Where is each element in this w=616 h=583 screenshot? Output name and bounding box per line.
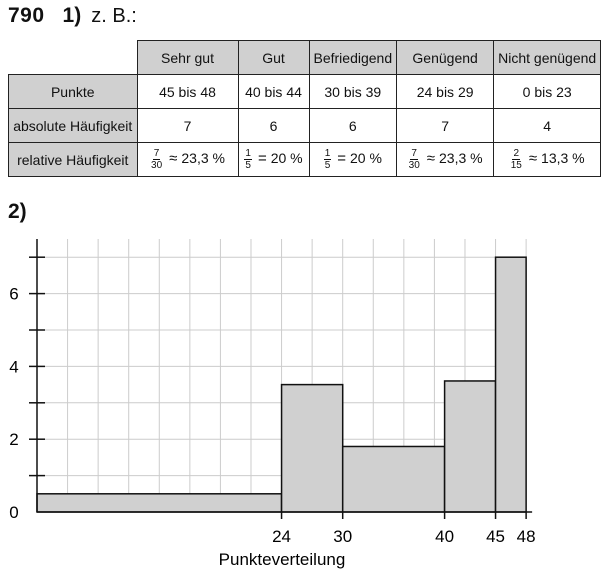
row-label-points: Punkte [8,74,138,109]
axes [29,239,533,519]
table-row-points: Punkte 45 bis 48 40 bis 44 30 bis 39 24 … [8,74,602,109]
x-tick-label: 40 [435,527,454,546]
y-tick-label: 2 [9,430,18,449]
table-cell: 7 [396,108,495,143]
x-tick-labels: 24 30 40 45 48 [272,527,535,546]
fraction: 7 30 [151,148,163,171]
table-cell: 7 30 ≈23,3 % [136,142,239,177]
y-tick-labels: 0 2 4 6 [9,285,18,522]
part-2-label: 2) [8,200,27,223]
table-cell: 6 [237,108,310,143]
part-1-label: 1) [62,4,82,27]
histogram-bar [280,383,344,513]
table-cell: 7 [136,108,239,143]
x-tick-label: 24 [272,527,291,546]
exercise-heading: 790 1) z. B.: [8,4,137,34]
y-tick-label: 0 [9,503,18,522]
exercise-number: 790 [8,4,45,27]
header-gut: Gut [237,40,310,75]
table-cell: 45 bis 48 [136,74,239,109]
table-cell: 24 bis 29 [396,74,495,109]
table-cell: 30 bis 39 [308,74,398,109]
row-label-absolute: absolute Häufigkeit [8,108,138,143]
x-tick-label: 30 [333,527,352,546]
row-label-relative: relative Häufigkeit [8,142,138,177]
header-nicht-genuegend: Nicht genügend [493,40,602,75]
histogram-bar [494,256,527,513]
table-row-relative: relative Häufigkeit 7 30 ≈23,3 % 1 5 = 20 % 1… [8,142,602,177]
table-cell: 40 bis 44 [237,74,310,109]
table-cell: 2 15 ≈13,3 % [493,142,602,177]
table-cell: 1 5 = 20 % [308,142,398,177]
table-row-absolute: absolute Häufigkeit 7 6 6 7 4 [8,108,602,143]
x-axis-label: Punkteverteilung [219,550,346,569]
x-tick-label: 48 [517,527,536,546]
histogram-bar [341,445,446,513]
table-cell: 1 5 = 20 % [237,142,310,177]
y-tick-label: 4 [9,357,18,376]
histogram-bars [36,256,527,513]
header-genuegend: Genügend [396,40,495,75]
intro-text: z. B.: [91,5,137,27]
frequency-table: Sehr gut Gut Befriedigend Genügend Nicht… [8,40,602,177]
y-tick-label: 6 [9,285,18,304]
x-tick-label: 45 [486,527,505,546]
fraction: 7 30 [408,148,420,171]
histogram-bar [36,493,283,513]
table-cell: 7 30 ≈23,3 % [396,142,495,177]
histogram-bar [443,380,497,513]
fraction: 2 15 [510,148,522,171]
